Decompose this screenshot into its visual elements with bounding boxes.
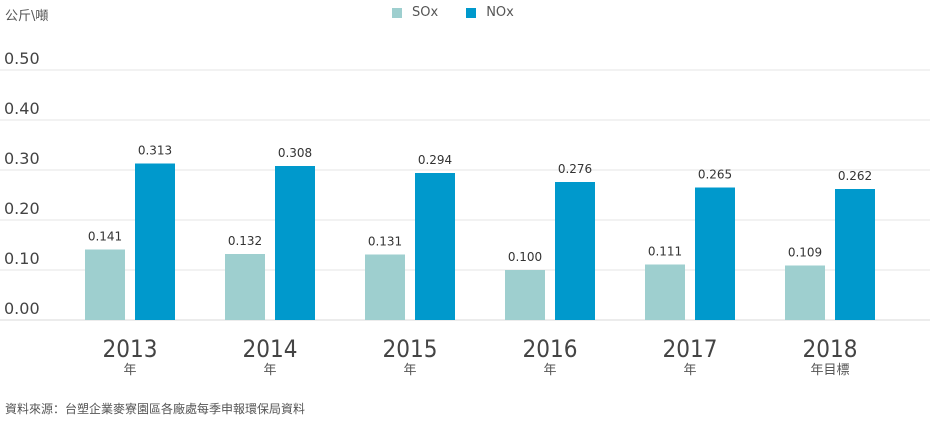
legend-swatch-sox [392, 7, 402, 18]
x-tick-sublabel: 年 [123, 363, 136, 378]
data-label: 0.111 [648, 245, 682, 259]
x-tick-label: 2017 [663, 335, 718, 363]
bar-sox [225, 254, 265, 320]
x-tick-sublabel: 年目標 [810, 363, 849, 378]
y-tick-label: 0.30 [4, 149, 40, 168]
bar-nox [835, 189, 875, 320]
legend-label-sox: SOx [412, 5, 439, 20]
y-tick-label: 0.10 [4, 249, 40, 268]
data-label: 0.294 [418, 153, 452, 167]
bar-sox [785, 265, 825, 320]
unit-label: 公斤\噸 [5, 9, 49, 24]
source-note: 資料來源：台塑企業麥寮園區各廠處每季申報環保局資料 [5, 402, 306, 416]
bar-sox [645, 264, 685, 320]
legend-item-nox: NOx [466, 5, 514, 20]
legend: SOx NOx [392, 5, 542, 20]
x-tick-label: 2014 [243, 335, 298, 363]
y-tick-label: 0.50 [4, 49, 40, 68]
bar-nox [695, 187, 735, 320]
y-tick-label: 0.00 [4, 299, 40, 318]
x-tick-sublabel: 年 [263, 363, 276, 378]
data-label: 0.262 [838, 169, 872, 183]
data-label: 0.313 [138, 144, 172, 158]
legend-item-sox: SOx [392, 5, 438, 20]
bar-sox [505, 270, 545, 320]
bar-nox [415, 173, 455, 320]
data-label: 0.109 [788, 246, 822, 260]
x-tick-label: 2018 [803, 335, 858, 363]
data-label: 0.100 [508, 250, 542, 264]
data-label: 0.131 [368, 235, 402, 249]
x-tick-label: 2015 [383, 335, 438, 363]
x-tick-sublabel: 年 [543, 363, 556, 378]
bar-nox [555, 182, 595, 320]
legend-label-nox: NOx [486, 5, 514, 20]
y-tick-label: 0.40 [4, 99, 40, 118]
x-tick-sublabel: 年 [683, 363, 696, 378]
bar-sox [85, 249, 125, 320]
x-tick-label: 2016 [523, 335, 578, 363]
bar-sox [365, 254, 405, 320]
x-tick-label: 2013 [103, 335, 158, 363]
legend-swatch-nox [466, 7, 477, 18]
data-label: 0.141 [88, 230, 122, 244]
bar-nox [135, 163, 175, 320]
data-label: 0.276 [558, 162, 592, 176]
x-tick-sublabel: 年 [403, 363, 416, 378]
bar-nox [275, 166, 315, 320]
y-tick-label: 0.20 [4, 199, 40, 218]
data-label: 0.308 [278, 146, 312, 160]
data-label: 0.132 [228, 234, 262, 248]
data-label: 0.265 [698, 168, 732, 182]
bar-chart: 0.000.100.200.300.400.500.1410.3132013年0… [0, 49, 930, 378]
